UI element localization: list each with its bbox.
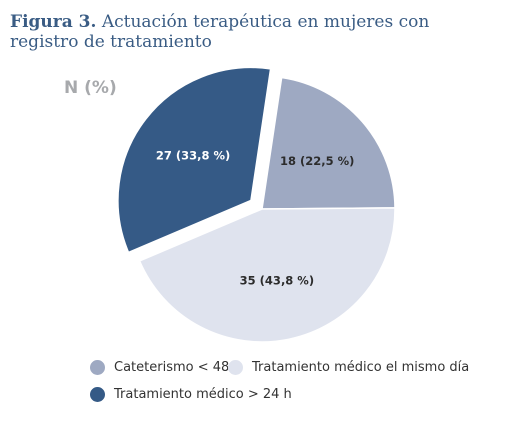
n-percent-label: N (%) xyxy=(64,78,117,98)
figure-title: Figura 3. Actuación terapéutica en mujer… xyxy=(10,12,500,52)
pie-slice-cateterismo xyxy=(261,76,396,210)
figure-caption: Actuación terapéutica en mujeres con reg… xyxy=(10,12,430,52)
pie-label-cateterismo: 18 (22,5 %) xyxy=(280,154,354,168)
pie-slice-mismo-dia xyxy=(138,207,396,343)
pie-label-24h: 27 (33,8 %) xyxy=(156,149,230,163)
figure-number: Figura 3. xyxy=(10,12,97,32)
pie-slice-24h xyxy=(117,66,272,254)
pie-label-mismo-dia: 35 (43,8 %) xyxy=(240,274,314,288)
